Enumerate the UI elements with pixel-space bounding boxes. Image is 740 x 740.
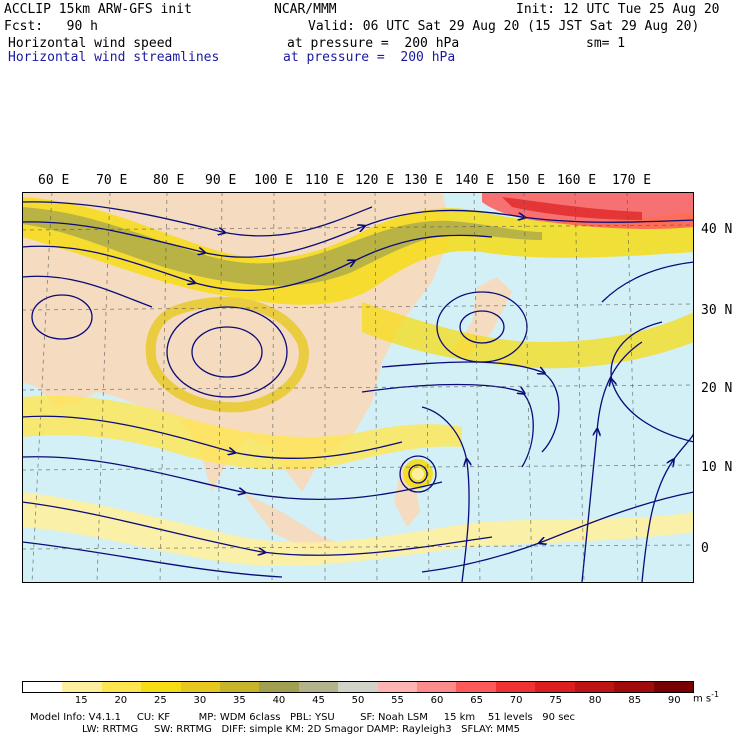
- lon-label: 170 E: [612, 173, 652, 188]
- colorbar-swatch: [101, 682, 142, 692]
- lon-label: 150 E: [506, 173, 546, 188]
- colorbar-tick-label: 90: [667, 695, 681, 706]
- jet-red-inner: [502, 197, 642, 220]
- lat-label: 20 N: [701, 381, 733, 396]
- model-title: ACCLIP 15km ARW-GFS init: [4, 2, 192, 17]
- lon-label: 110 E: [305, 173, 345, 188]
- colorbar-swatch: [220, 682, 260, 692]
- colorbar-tick-label: 20: [114, 695, 128, 706]
- colorbar-tick-label: 45: [312, 695, 325, 706]
- typhoon-eye: [412, 468, 424, 480]
- colorbar-tick-label: 15: [74, 695, 88, 706]
- colorbar-swatch: [495, 682, 536, 692]
- lon-label: 100 E: [254, 173, 294, 188]
- lon-label: 120 E: [355, 173, 395, 188]
- field-1-level: at pressure = 200 hPa: [287, 36, 460, 51]
- colorbar-tick-label: 40: [272, 695, 286, 706]
- institution-label: NCAR/MMM: [274, 2, 337, 17]
- init-time: Init: 12 UTC Tue 25 Aug 20: [516, 2, 720, 17]
- lon-label: 60 E: [38, 173, 70, 188]
- streamlines: [22, 201, 694, 583]
- colorbar-swatch: [456, 682, 496, 692]
- valid-time: Valid: 06 UTC Sat 29 Aug 20 (15 JST Sat …: [308, 19, 700, 34]
- colorbar-tick-label: 65: [470, 695, 483, 706]
- lat-label: 0: [701, 541, 709, 556]
- colorbar-tick-label: 50: [351, 695, 365, 706]
- colorbar-tick-label: 60: [430, 695, 444, 706]
- colorbar: [22, 681, 694, 693]
- colorbar-swatch: [338, 682, 378, 692]
- lat-label: 40 N: [701, 222, 733, 237]
- unit-exponent: -1: [711, 690, 720, 699]
- subtropical-band: [362, 302, 694, 369]
- colorbar-swatch: [62, 682, 102, 692]
- colorbar-tick-label: 70: [509, 695, 523, 706]
- lon-label: 80 E: [153, 173, 185, 188]
- lon-label: 160 E: [557, 173, 597, 188]
- unit-text: m s: [692, 693, 712, 705]
- graticule: [22, 192, 694, 583]
- colorbar-swatch: [417, 682, 457, 692]
- colorbar-tick-label: 85: [628, 695, 642, 706]
- lat-label: 10 N: [701, 460, 733, 475]
- lon-label: 130 E: [404, 173, 444, 188]
- colorbar-swatch: [653, 682, 693, 692]
- colorbar-tick-label: 30: [193, 695, 207, 706]
- colorbar-swatch: [574, 682, 615, 692]
- tropical-band-south: [22, 492, 694, 567]
- model-info-line-2: LW: RRTMG SW: RRTMG DIFF: simple KM: 2D …: [82, 724, 521, 735]
- colorbar-tick-label: 25: [153, 695, 167, 706]
- tibet-high-ring: [145, 297, 309, 413]
- wind-speed-map: [22, 192, 694, 583]
- colorbar-swatch: [377, 682, 418, 692]
- field-1-label: Horizontal wind speed: [8, 36, 173, 51]
- colorbar-swatch: [23, 682, 63, 692]
- easterly-band: [22, 395, 462, 471]
- colorbar-tick-label: 80: [588, 695, 602, 706]
- colorbar-tick-label: 75: [549, 695, 563, 706]
- model-info-line-1: Model Info: V4.1.1 CU: KF MP: WDM 6class…: [30, 712, 576, 723]
- colorbar-swatch: [259, 682, 299, 692]
- colorbar-swatch: [180, 682, 221, 692]
- colorbar-unit: m s-1: [693, 690, 719, 704]
- land-indonesia: [242, 492, 352, 552]
- smoothing-label: sm= 1: [586, 36, 626, 51]
- colorbar-tick-label: 55: [391, 695, 404, 706]
- lon-label: 90 E: [205, 173, 237, 188]
- colorbar-swatch: [141, 682, 181, 692]
- field-2-level: at pressure = 200 hPa: [283, 50, 456, 65]
- colorbar-swatch: [298, 682, 339, 692]
- field-2-label: Horizontal wind streamlines: [8, 50, 220, 65]
- lon-label: 140 E: [455, 173, 495, 188]
- colorbar-swatch: [535, 682, 575, 692]
- lat-label: 30 N: [701, 303, 733, 318]
- forecast-hour: Fcst: 90 h: [4, 19, 98, 34]
- lon-label: 70 E: [96, 173, 128, 188]
- colorbar-swatch: [614, 682, 654, 692]
- colorbar-tick-label: 35: [233, 695, 246, 706]
